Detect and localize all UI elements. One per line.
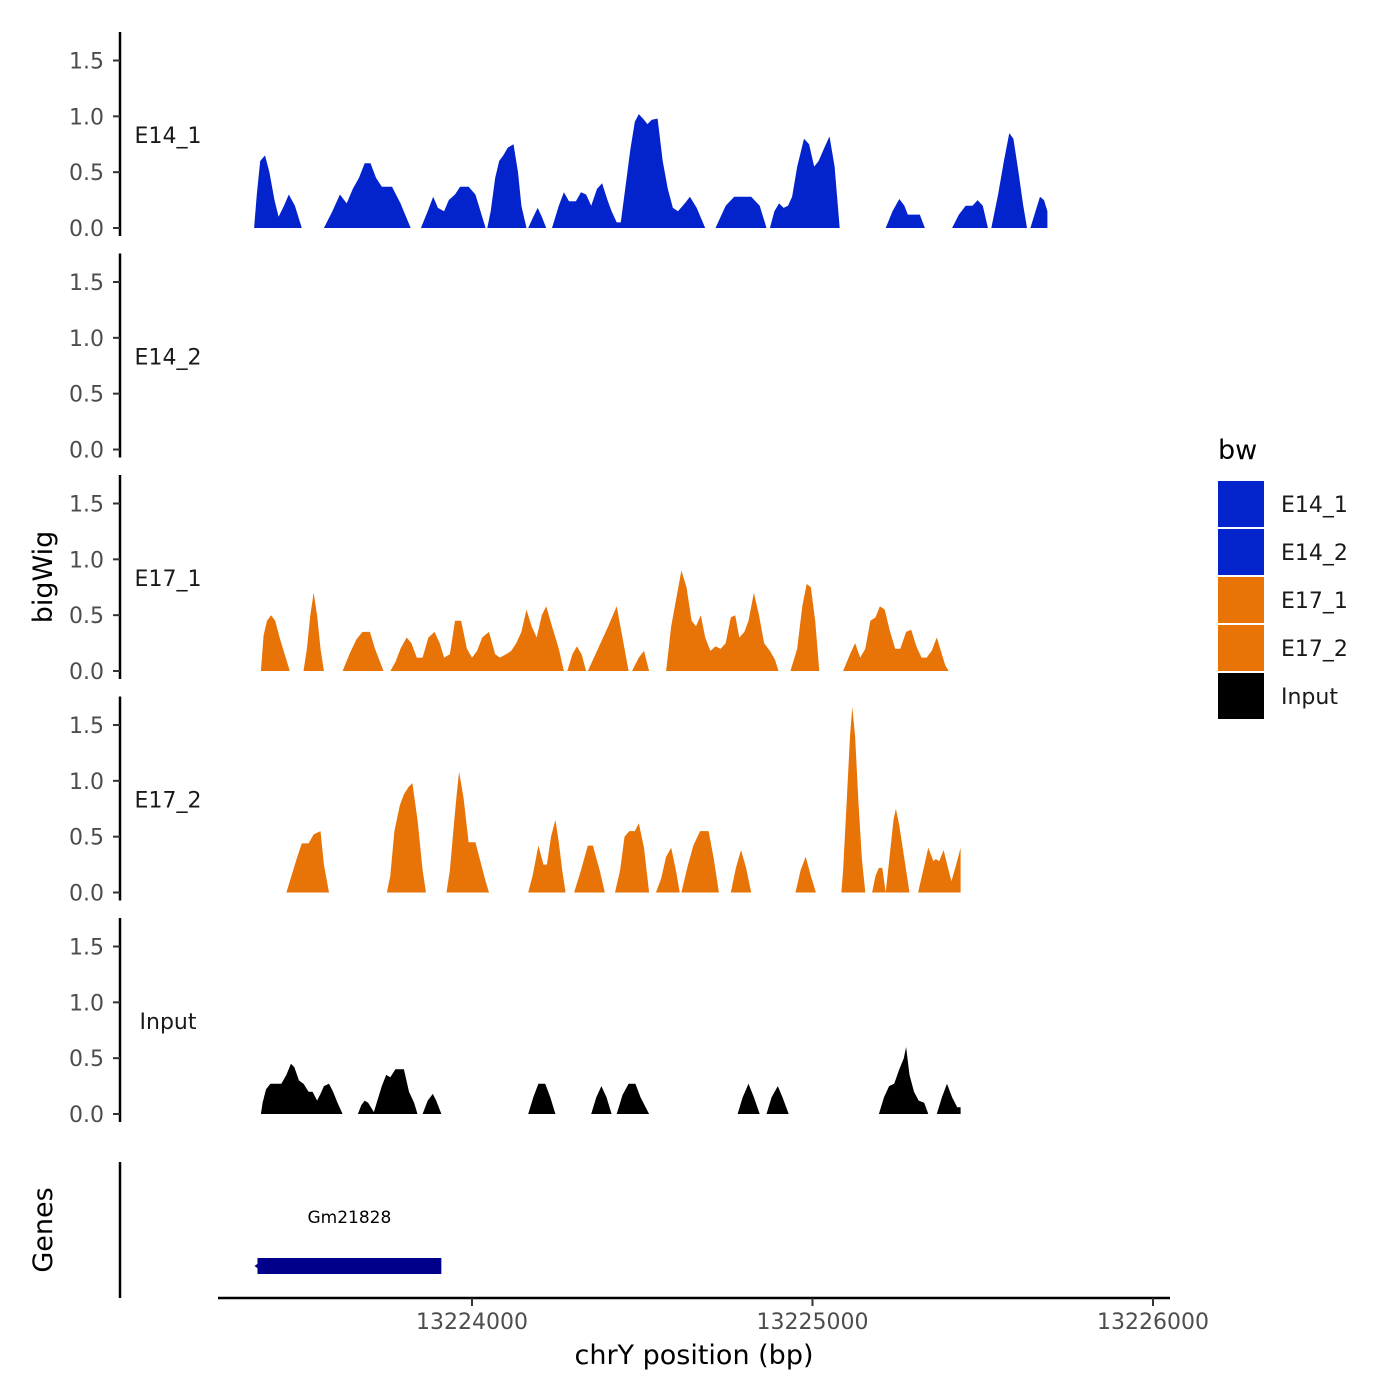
legend-item-Input: Input (1218, 673, 1338, 719)
y-tick-label: 0.5 (69, 1047, 104, 1072)
legend-label: Input (1281, 685, 1338, 710)
track-E14_2: 0.0 0.5 1.0 1.5 E14_2 (69, 253, 202, 464)
y-tick-label: 1.5 (69, 714, 104, 739)
legend-swatch (1218, 481, 1264, 527)
legend-items: E14_1 E14_2 E17_1 E17_2 Input (1218, 481, 1348, 719)
x-tick-label: 13224000 (416, 1310, 528, 1335)
legend-label: E14_2 (1281, 541, 1348, 566)
track-E17_1: 0.0 0.5 1.0 1.5 E17_1 (69, 475, 949, 685)
track-E14_1: 0.0 0.5 1.0 1.5 E14_1 (69, 32, 1048, 242)
legend-item-E14_1: E14_1 (1218, 481, 1348, 527)
gene-label: Gm21828 (308, 1208, 392, 1228)
x-ticks: 13224000 13225000 13226000 (416, 1298, 1209, 1335)
y-tick-label: 1.0 (69, 991, 104, 1016)
genes-axis-title: Genes (28, 1187, 59, 1272)
track-label: E14_1 (135, 124, 202, 149)
y-axis-title: bigWig (28, 531, 59, 624)
signal-area-Input (260, 1047, 961, 1114)
track-label: E17_2 (135, 789, 202, 814)
legend-label: E14_1 (1281, 493, 1348, 518)
y-tick-label: 1.0 (69, 548, 104, 573)
gene-marks: Gm21828 (254, 1208, 442, 1274)
track-Input: 0.0 0.5 1.0 1.5 Input (69, 918, 961, 1128)
y-tick-label: 1.5 (69, 271, 104, 296)
y-tick-label: 1.0 (69, 327, 104, 352)
signal-area-E14_1 (254, 114, 1048, 228)
y-tick-label: 1.0 (69, 770, 104, 795)
y-tick-label: 0.0 (69, 1103, 104, 1128)
y-tick-label: 1.0 (69, 105, 104, 130)
signal-area-E17_2 (286, 707, 961, 893)
signal-tracks: 0.0 0.5 1.0 1.5 E14_1 0.0 0.5 1.0 1.5 E14_2 0.0 0.5… (69, 32, 1048, 1128)
y-tick-label: 0.5 (69, 826, 104, 851)
x-tick-label: 13226000 (1097, 1310, 1209, 1335)
legend-swatch (1218, 529, 1264, 575)
y-tick-label: 0.5 (69, 604, 104, 629)
y-tick-label: 0.0 (69, 217, 104, 242)
genes-panel: Gm21828 (118, 1162, 442, 1298)
x-axis: 13224000 13225000 13226000 (218, 1296, 1209, 1335)
gene-body (257, 1258, 442, 1274)
x-tick-label: 13225000 (757, 1310, 869, 1335)
y-tick-label: 0.0 (69, 439, 104, 464)
legend-swatch (1218, 577, 1264, 623)
y-tick-label: 0.0 (69, 882, 104, 907)
gene-strand-arrow (254, 1261, 262, 1271)
legend-item-E17_2: E17_2 (1218, 625, 1348, 671)
y-tick-label: 0.0 (69, 660, 104, 685)
legend-item-E17_1: E17_1 (1218, 577, 1348, 623)
legend-title: bw (1218, 435, 1257, 466)
legend: bw E14_1 E14_2 E17_1 E17_2 Input (1218, 435, 1348, 719)
legend-label: E17_2 (1281, 637, 1348, 662)
y-tick-label: 0.5 (69, 161, 104, 186)
gene-Gm21828: Gm21828 (254, 1208, 442, 1274)
y-tick-label: 1.5 (69, 936, 104, 961)
track-label: Input (140, 1010, 197, 1035)
legend-label: E17_1 (1281, 589, 1348, 614)
signal-area-E17_1 (260, 570, 949, 671)
legend-swatch (1218, 673, 1264, 719)
y-tick-label: 0.5 (69, 383, 104, 408)
y-tick-label: 1.5 (69, 493, 104, 518)
y-tick-label: 1.5 (69, 50, 104, 75)
track-label: E17_1 (135, 567, 202, 592)
track-E17_2: 0.0 0.5 1.0 1.5 E17_2 (69, 696, 961, 907)
legend-swatch (1218, 625, 1264, 671)
x-axis-title: chrY position (bp) (574, 1340, 813, 1371)
legend-item-E14_2: E14_2 (1218, 529, 1348, 575)
track-label: E14_2 (135, 346, 202, 371)
